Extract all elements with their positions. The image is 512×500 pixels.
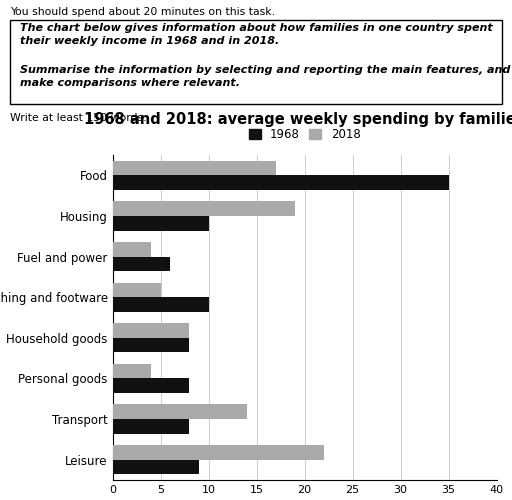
Title: 1968 and 2018: average weekly spending by families: 1968 and 2018: average weekly spending b… <box>84 112 512 128</box>
FancyBboxPatch shape <box>10 20 502 104</box>
Bar <box>113 338 189 352</box>
Bar <box>113 160 276 176</box>
Text: Summarise the information by selecting and reporting the main features, and
make: Summarise the information by selecting a… <box>20 65 511 88</box>
Bar <box>113 297 209 312</box>
Bar <box>113 445 324 460</box>
Bar <box>113 202 295 216</box>
Bar <box>113 176 449 190</box>
Bar <box>113 282 161 297</box>
Bar <box>113 419 189 434</box>
Bar <box>113 323 189 338</box>
Bar <box>113 460 199 474</box>
Text: You should spend about 20 minutes on this task.: You should spend about 20 minutes on thi… <box>10 7 275 17</box>
Bar <box>113 378 189 393</box>
Bar <box>113 256 170 271</box>
Bar <box>113 404 247 419</box>
Bar <box>113 364 151 378</box>
Bar <box>113 216 209 230</box>
Legend: 1968, 2018: 1968, 2018 <box>244 124 365 146</box>
Bar <box>113 242 151 256</box>
Text: Write at least 150 words.: Write at least 150 words. <box>10 113 147 123</box>
Text: The chart below gives information about how families in one country spent
their : The chart below gives information about … <box>20 23 493 46</box>
